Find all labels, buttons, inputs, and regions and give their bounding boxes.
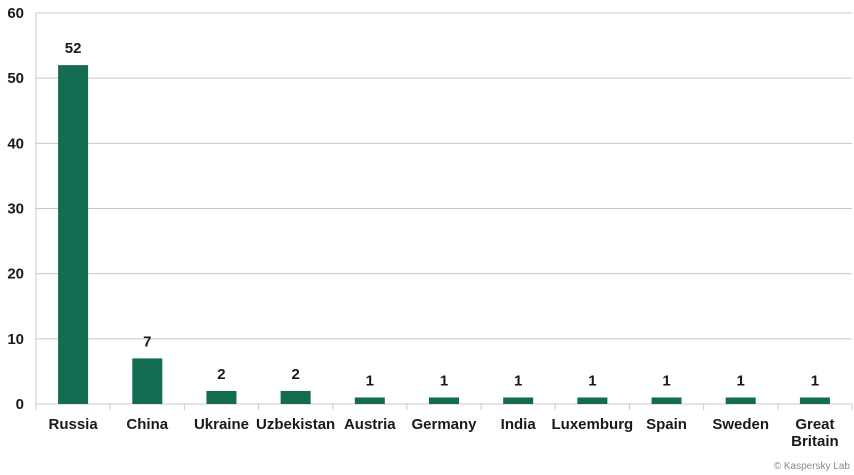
copyright-text: © Kaspersky Lab: [773, 461, 850, 472]
y-tick-label: 40: [7, 135, 24, 152]
bar: [577, 397, 608, 404]
y-tick-label: 60: [7, 5, 24, 22]
category-label: Russia: [48, 416, 98, 433]
data-label: 2: [217, 366, 225, 383]
data-label: 52: [65, 40, 82, 57]
y-tick-label: 0: [16, 396, 24, 413]
data-label: 2: [291, 366, 299, 383]
bar: [132, 358, 163, 404]
category-label: China: [126, 416, 168, 433]
category-label: Sweden: [712, 416, 769, 433]
y-tick-label: 20: [7, 266, 24, 283]
bar: [58, 65, 89, 404]
category-label: India: [501, 416, 537, 433]
category-label: Uzbekistan: [256, 416, 335, 433]
y-tick-label: 50: [7, 70, 24, 87]
bar: [503, 397, 534, 404]
data-label: 1: [366, 372, 374, 389]
bar: [206, 390, 237, 404]
bar: [429, 397, 459, 404]
data-label: 1: [662, 372, 670, 389]
category-label: Luxemburg: [552, 416, 634, 433]
bar: [725, 397, 756, 404]
data-label: 1: [811, 372, 819, 389]
data-label: 1: [514, 372, 522, 389]
category-label: Austria: [344, 416, 396, 433]
data-label: 1: [440, 372, 448, 389]
data-label: 7: [143, 333, 151, 350]
category-label: Germany: [411, 416, 477, 433]
category-label: Britain: [791, 433, 839, 450]
data-label: 1: [737, 372, 745, 389]
y-tick-label: 10: [7, 331, 24, 348]
category-label: Great: [795, 416, 834, 433]
data-label: 1: [588, 372, 596, 389]
category-label: Ukraine: [194, 416, 249, 433]
category-label: Spain: [646, 416, 687, 433]
bar: [280, 390, 311, 404]
bar: [354, 397, 385, 404]
bar: [651, 397, 682, 404]
bar: [799, 397, 830, 404]
y-tick-label: 30: [7, 201, 24, 218]
